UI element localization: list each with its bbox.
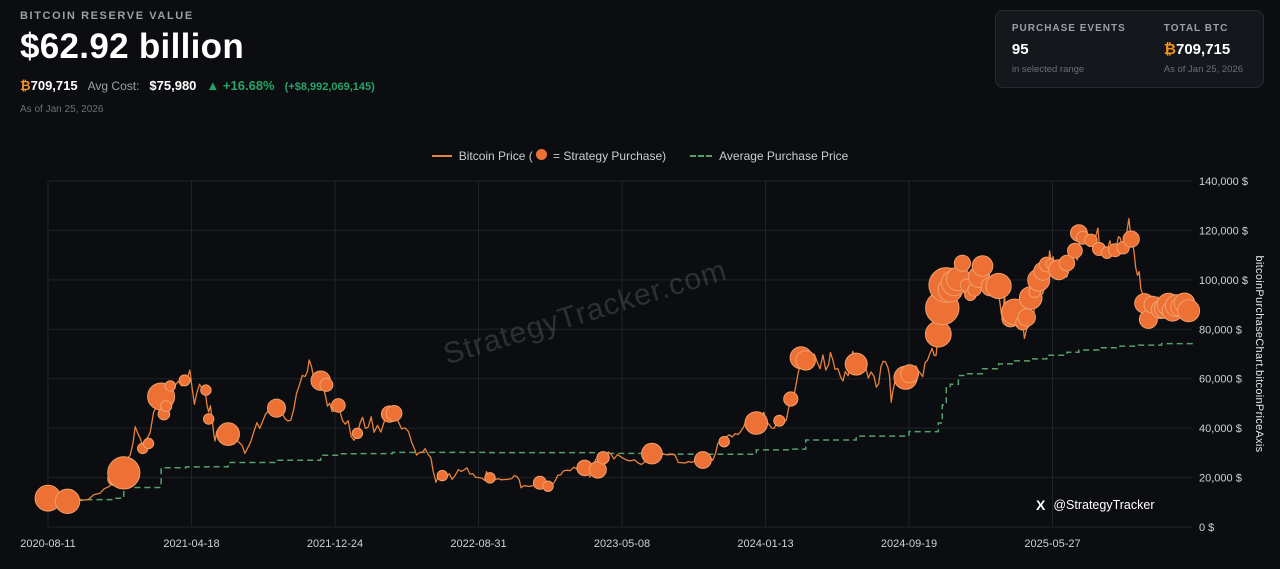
- purchase-dot[interactable]: [1058, 254, 1076, 272]
- purchase-dot[interactable]: [164, 380, 177, 392]
- purchase-dot[interactable]: [773, 414, 786, 427]
- purchase-dot[interactable]: [744, 411, 769, 435]
- total-btc-stat: TOTAL BTC ₿709,715 As of Jan 25, 2026: [1164, 23, 1243, 75]
- reserve-value-amount: $62.92 billion: [20, 27, 245, 66]
- stats-row: ₿709,715 Avg Cost: $75,980 ▲ +16.68% (+$…: [20, 78, 375, 93]
- purchase-dot[interactable]: [107, 456, 141, 490]
- y-tick-label: 140,000 $: [1199, 176, 1248, 188]
- purchase-dot[interactable]: [641, 442, 663, 465]
- btc-holdings: ₿709,715: [20, 78, 78, 93]
- up-arrow-icon: ▲: [206, 78, 220, 93]
- purchase-dot[interactable]: [203, 413, 215, 425]
- price-line-swatch-icon: [431, 155, 452, 157]
- purchase-dot[interactable]: [924, 320, 952, 348]
- purchase-dot[interactable]: [178, 374, 191, 387]
- purchase-dot[interactable]: [542, 480, 554, 492]
- purchase-dot[interactable]: [160, 400, 173, 413]
- legend-price-text: Bitcoin Price ( = Strategy Purchase): [458, 149, 667, 163]
- purchase-dot[interactable]: [971, 255, 994, 277]
- purchase-dot[interactable]: [142, 437, 155, 450]
- purchase-dot[interactable]: [1084, 233, 1098, 248]
- total-btc-sub: As of Jan 25, 2026: [1163, 64, 1243, 75]
- purchase-dot[interactable]: [985, 272, 1012, 300]
- reserve-value-label: BITCOIN RESERVE VALUE: [20, 10, 194, 22]
- y-tick-label: 100,000 $: [1199, 275, 1248, 287]
- purchase-dot[interactable]: [319, 377, 334, 392]
- as-of-date: As of Jan 25, 2026: [20, 104, 104, 115]
- x-tick-label: 2021-12-24: [307, 538, 363, 550]
- y-tick-label: 0 $: [1199, 522, 1214, 534]
- purchase-dot[interactable]: [484, 472, 496, 484]
- avg-cost-value: $75,980: [149, 78, 197, 93]
- purchase-dot[interactable]: [1122, 230, 1140, 248]
- purchase-dot[interactable]: [795, 350, 816, 371]
- purchase-dot[interactable]: [783, 391, 799, 407]
- avg-line-swatch-icon: [690, 155, 713, 157]
- legend-average-price[interactable]: Average Purchase Price: [690, 149, 848, 163]
- purchase-dot[interactable]: [200, 384, 212, 396]
- total-btc-label: TOTAL BTC: [1163, 23, 1229, 34]
- purchase-dot[interactable]: [900, 364, 920, 384]
- bitcoin-symbol-icon: ₿: [20, 78, 31, 93]
- y-tick-label: 60,000 $: [1199, 374, 1242, 386]
- purchase-events-stat: PURCHASE EVENTS 95 in selected range: [1012, 23, 1126, 75]
- purchase-dot[interactable]: [596, 451, 610, 465]
- x-tick-label: 2021-04-18: [163, 538, 219, 550]
- strategy-purchase-dot-icon: [535, 149, 547, 160]
- purchase-dot[interactable]: [436, 469, 448, 482]
- total-btc-value: ₿709,715: [1163, 41, 1231, 58]
- legend-bitcoin-price[interactable]: Bitcoin Price ( = Strategy Purchase): [431, 149, 667, 163]
- purchase-events-value: 95: [1011, 41, 1029, 58]
- purchase-dot[interactable]: [1067, 242, 1083, 259]
- purchase-dot[interactable]: [844, 352, 868, 376]
- purchase-dot[interactable]: [953, 254, 972, 272]
- x-tick-label: 2023-05-08: [594, 538, 650, 550]
- bitcoin-symbol-icon: ₿: [1163, 41, 1176, 58]
- purchase-events-label: PURCHASE EVENTS: [1011, 23, 1126, 34]
- header: BITCOIN RESERVE VALUE $62.92 billion ₿70…: [20, 10, 375, 115]
- purchase-dot[interactable]: [351, 427, 364, 439]
- gain-percent: ▲ +16.68%: [206, 78, 275, 93]
- y-tick-label: 120,000 $: [1199, 225, 1248, 237]
- purchase-dot[interactable]: [694, 451, 712, 469]
- purchase-dot[interactable]: [718, 436, 730, 448]
- x-tick-label: 2024-01-13: [737, 538, 793, 550]
- x-tick-label: 2024-09-19: [881, 538, 937, 550]
- avg-cost-label: Avg Cost:: [87, 79, 140, 93]
- purchase-dot[interactable]: [1177, 299, 1201, 323]
- stats-panel: PURCHASE EVENTS 95 in selected range TOT…: [994, 10, 1264, 88]
- purchase-dot[interactable]: [331, 398, 346, 413]
- y-tick-label: 80,000 $: [1199, 324, 1242, 336]
- attribution[interactable]: X @StrategyTracker: [1036, 497, 1155, 513]
- x-tick-label: 2020-08-11: [20, 538, 75, 550]
- purchase-events-sub: in selected range: [1011, 64, 1085, 75]
- legend-avg-text: Average Purchase Price: [719, 149, 849, 163]
- purchase-dot[interactable]: [1017, 308, 1036, 327]
- btc-holdings-amount: 709,715: [30, 78, 78, 93]
- x-logo-icon: X: [1036, 497, 1046, 513]
- y-axis-title: bitcoinPurchaseChart.bitcoinPriceAxis: [1253, 256, 1265, 453]
- gain-absolute: (+$8,992,069,145): [284, 81, 375, 93]
- purchase-dot[interactable]: [216, 422, 240, 446]
- x-handle: @StrategyTracker: [1053, 498, 1155, 512]
- x-tick-label: 2022-08-31: [450, 538, 506, 550]
- purchase-dot[interactable]: [385, 405, 403, 422]
- chart-legend: Bitcoin Price ( = Strategy Purchase) Ave…: [0, 149, 1280, 163]
- price-line: [47, 217, 1193, 503]
- purchase-dot[interactable]: [54, 488, 81, 514]
- y-tick-label: 20,000 $: [1199, 473, 1242, 485]
- x-tick-label: 2025-05-27: [1024, 538, 1080, 550]
- average-price-line: [48, 339, 1193, 501]
- y-tick-label: 40,000 $: [1199, 423, 1242, 435]
- purchase-dot[interactable]: [267, 398, 286, 418]
- bitcoin-price-chart[interactable]: 0 $ 20,000 $ 40,000 $ 60,000 $ 80,000 $ 100,0…: [0, 168, 1280, 569]
